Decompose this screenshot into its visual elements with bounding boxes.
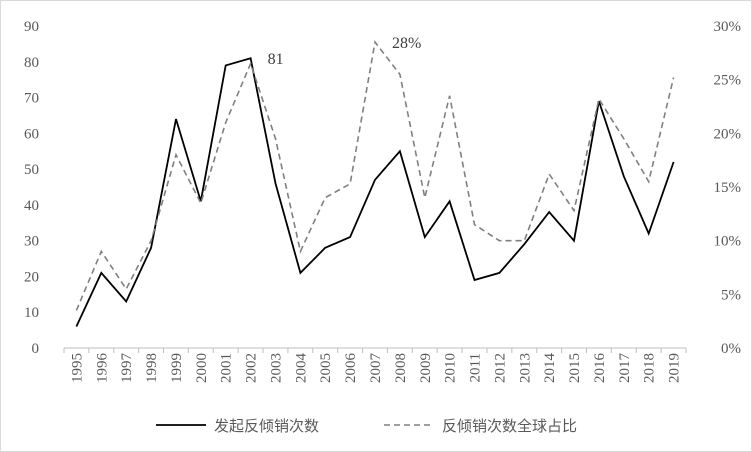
x-tick-label: 2016 xyxy=(592,353,608,384)
x-tick-label: 1999 xyxy=(169,353,185,383)
left-tick-label: 60 xyxy=(24,126,39,142)
x-tick-label: 2006 xyxy=(343,353,359,384)
left-tick-label: 40 xyxy=(24,198,39,214)
left-tick-label: 80 xyxy=(24,55,39,71)
right-tick-label: 15% xyxy=(714,180,742,196)
left-tick-label: 20 xyxy=(24,269,39,285)
left-tick-label: 70 xyxy=(24,91,39,107)
left-tick-label: 0 xyxy=(32,341,40,357)
x-tick-label: 2017 xyxy=(617,353,633,384)
x-tick-label: 2000 xyxy=(194,353,210,383)
right-tick-label: 10% xyxy=(714,234,742,250)
legend-label: 反倾销次数全球占比 xyxy=(442,417,577,435)
left-tick-label: 10 xyxy=(24,305,39,321)
legend: 发起反倾销次数 反倾销次数全球占比 xyxy=(156,417,577,435)
x-tick-label: 2005 xyxy=(318,353,334,383)
x-tick-label: 2002 xyxy=(244,353,260,383)
x-tick-label: 1996 xyxy=(94,353,110,384)
x-axis-ticks: 1995 1996 1997 1998 1999 2000 2001 2002 2003 2004… xyxy=(63,348,687,384)
data-label: 28% xyxy=(392,35,421,52)
x-tick-label: 2012 xyxy=(492,353,508,383)
data-label: 81 xyxy=(268,51,284,68)
x-tick-label: 2013 xyxy=(517,353,533,383)
left-tick-label: 30 xyxy=(24,234,39,250)
series-lines xyxy=(75,40,675,327)
x-tick-label: 2018 xyxy=(642,353,658,383)
x-tick-label: 2014 xyxy=(542,353,558,384)
right-axis-ticks: 0% 5% 10% 15% 20% 25% 30% xyxy=(714,19,742,357)
x-tick-label: 1997 xyxy=(119,353,135,384)
x-tick-label: 1995 xyxy=(69,353,85,383)
x-tick-label: 2004 xyxy=(293,353,309,384)
x-tick-label: 2007 xyxy=(368,353,384,384)
data-annotations: 81 28% xyxy=(268,35,422,68)
x-tick-label: 2011 xyxy=(468,353,484,382)
x-tick-label: 2019 xyxy=(667,353,683,383)
x-tick-label: 1998 xyxy=(144,353,160,383)
right-tick-label: 5% xyxy=(721,287,741,303)
series-line-share xyxy=(75,40,675,311)
right-tick-label: 25% xyxy=(714,73,742,89)
legend-label: 发起反倾销次数 xyxy=(214,417,319,435)
x-tick-label: 2008 xyxy=(393,353,409,383)
left-tick-label: 50 xyxy=(24,162,39,178)
left-tick-label: 90 xyxy=(24,19,39,35)
series-line-count xyxy=(75,57,675,327)
x-tick-label: 2009 xyxy=(418,353,434,383)
x-tick-label: 2015 xyxy=(567,353,583,383)
left-axis-ticks: 0 10 20 30 40 50 60 70 80 90 xyxy=(24,19,39,357)
right-tick-label: 0% xyxy=(721,341,741,357)
right-tick-label: 30% xyxy=(714,19,742,35)
x-tick-label: 2003 xyxy=(268,353,284,383)
x-tick-label: 2001 xyxy=(219,353,235,383)
right-tick-label: 20% xyxy=(714,126,742,142)
x-tick-label: 2010 xyxy=(443,353,459,383)
